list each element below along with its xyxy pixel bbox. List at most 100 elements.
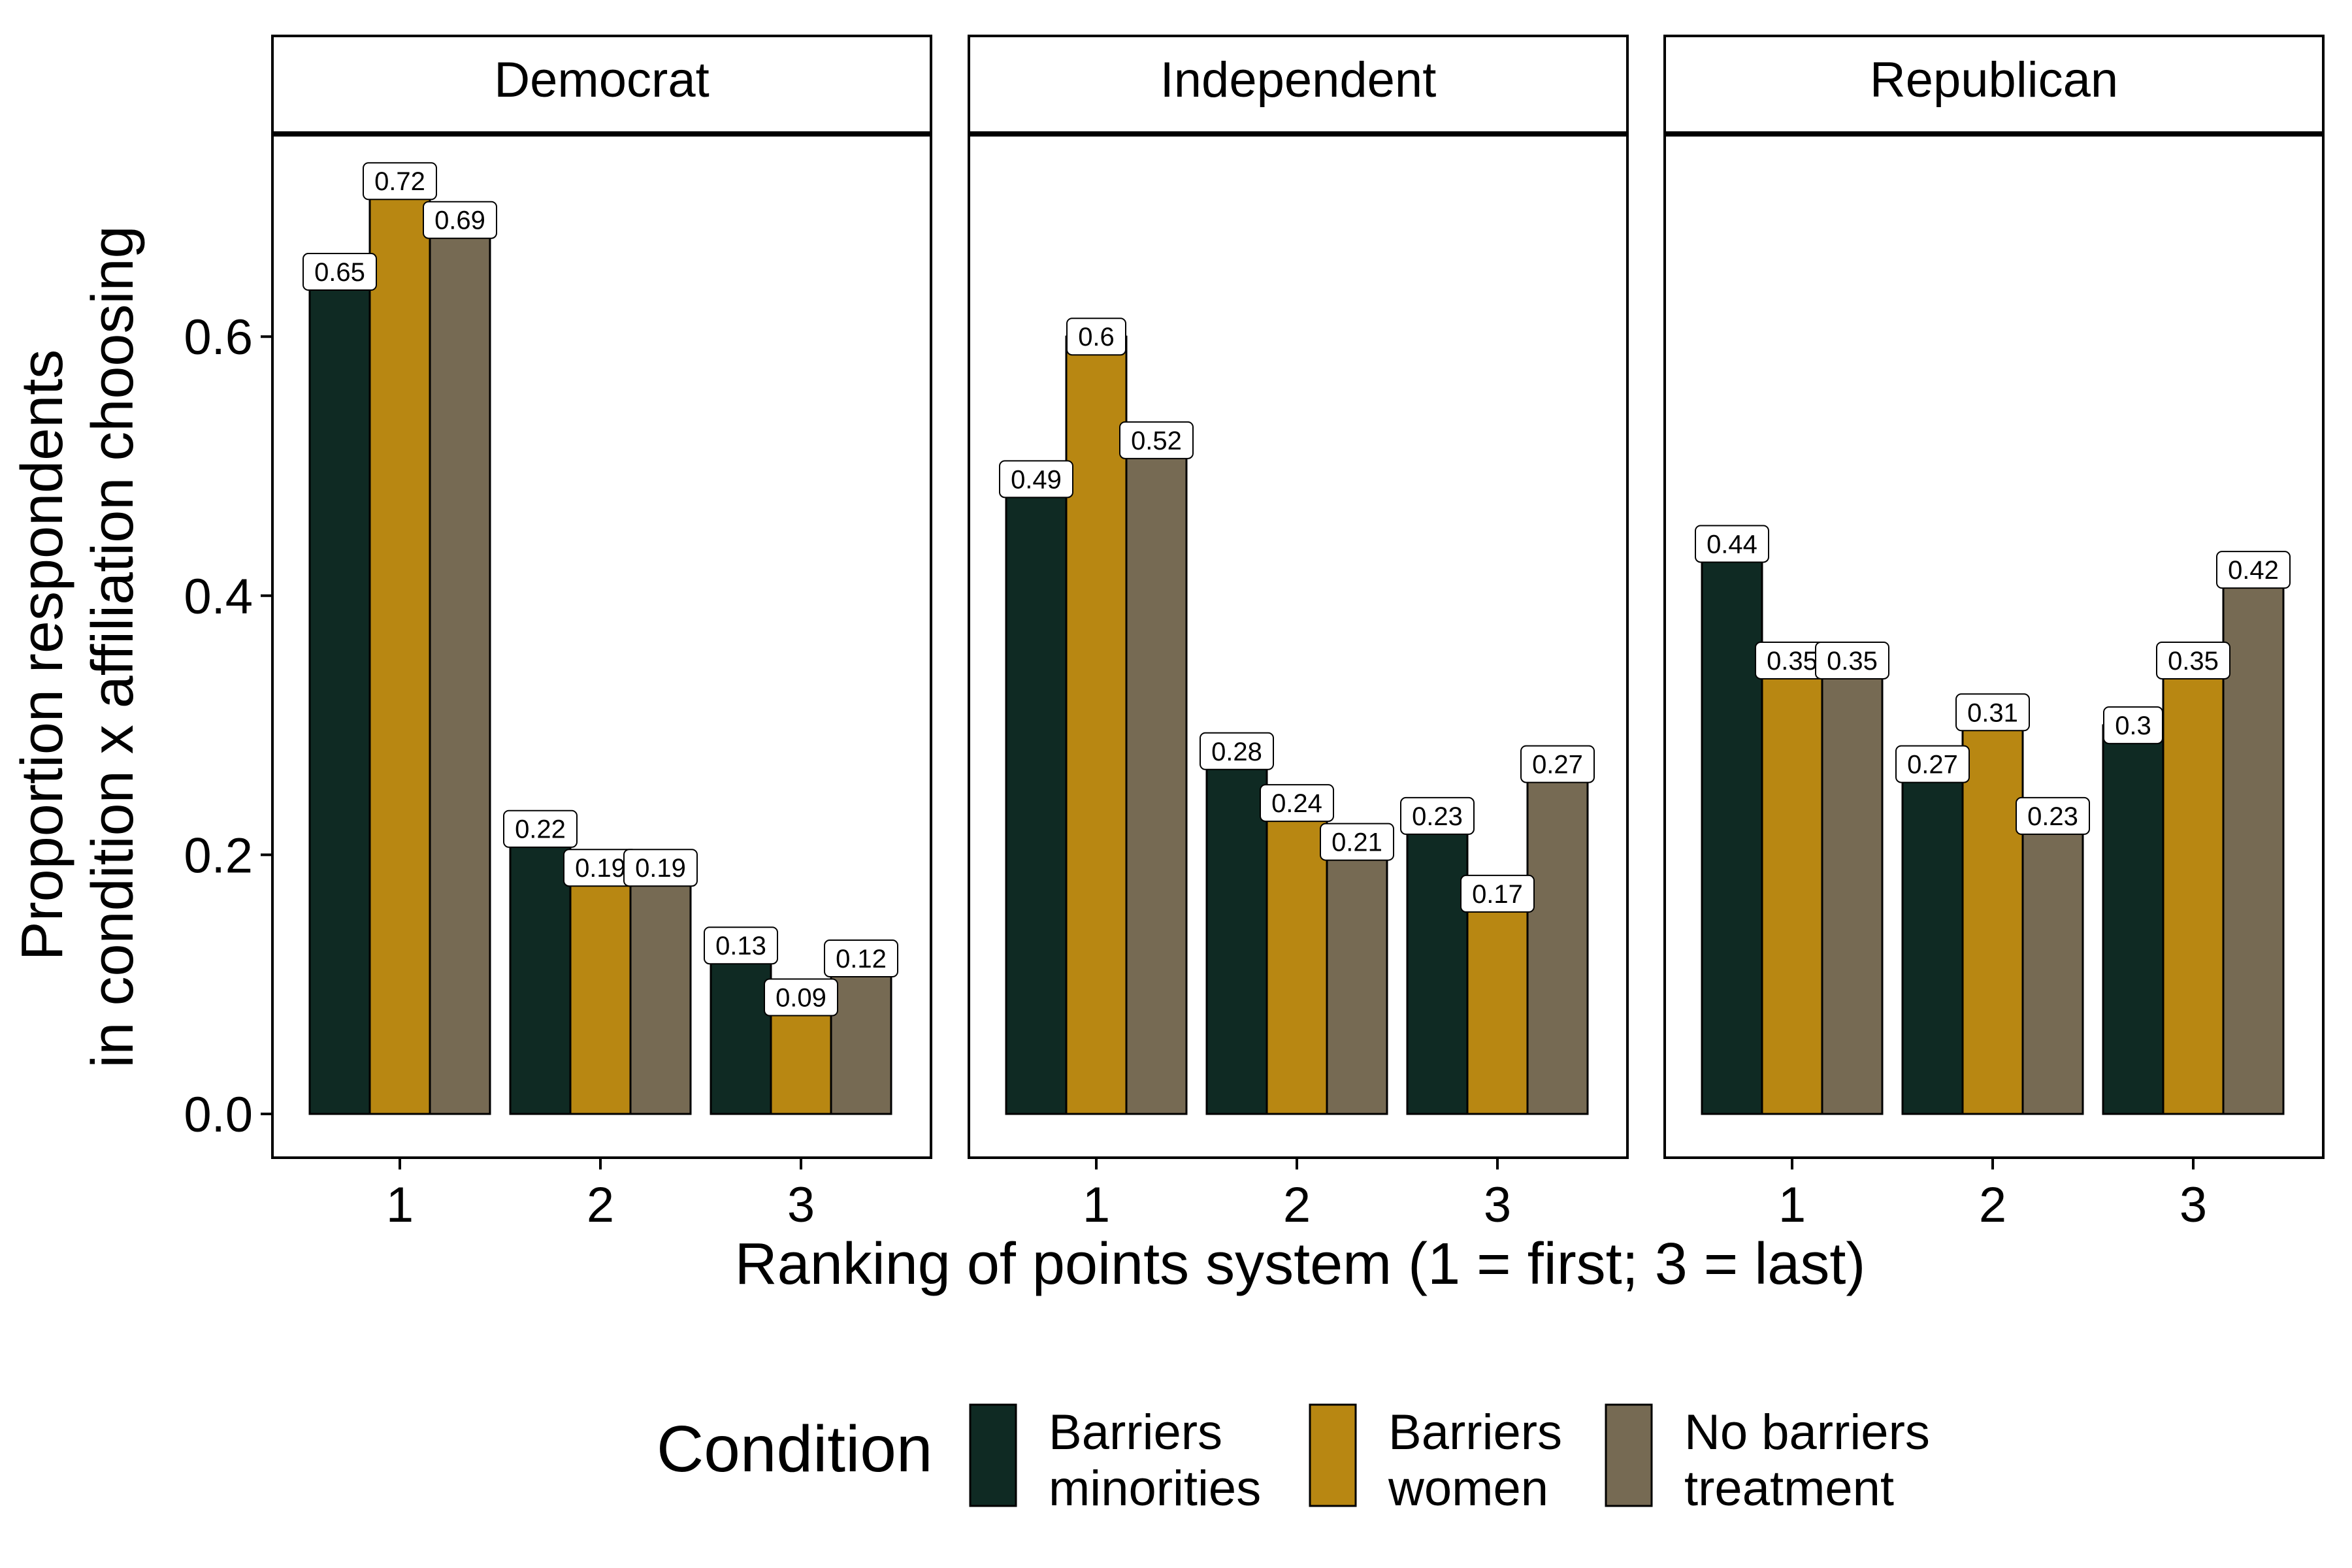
value-label: 0.35 [1767, 647, 1818, 676]
legend-key [1309, 1403, 1357, 1507]
value-label: 0.09 [776, 984, 826, 1013]
bar [1406, 815, 1469, 1115]
legend-label-line: Barriers [1388, 1405, 1562, 1460]
y-tick-label: 0.6 [184, 310, 253, 365]
y-tick-label: 0.4 [184, 569, 253, 625]
y-tick-label: 0.0 [184, 1087, 253, 1143]
value-label: 0.3 [2115, 711, 2151, 740]
x-tick-label: 2 [1283, 1177, 1311, 1233]
value-label-box [999, 460, 1073, 498]
value-label: 0.13 [715, 932, 766, 960]
value-label-box [1066, 318, 1126, 356]
value-label: 0.31 [1967, 698, 2018, 727]
value-label: 0.42 [2228, 556, 2279, 585]
x-tick-label: 3 [1484, 1177, 1511, 1233]
y-axis-title: Proportion respondents in condition x af… [10, 225, 146, 1068]
legend-label-line: minorities [1049, 1461, 1261, 1516]
bar [2021, 815, 2084, 1115]
bar [1326, 841, 1388, 1115]
bar [1125, 439, 1188, 1115]
bar [2102, 724, 2164, 1115]
facet-panels: Democrat 0.65 0.72 0.69 1 0.22 0.19 0.19 2 0.13 0.… [271, 35, 2325, 1233]
legend-key [1605, 1403, 1653, 1507]
x-tick-label: 3 [787, 1177, 815, 1233]
value-label: 0.22 [515, 815, 566, 844]
value-label: 0.52 [1131, 427, 1182, 455]
value-label: 0.69 [434, 206, 485, 235]
value-label-box [1119, 421, 1194, 459]
bar [629, 866, 692, 1115]
bar [429, 219, 491, 1115]
value-label-box [1260, 784, 1334, 823]
bar [1266, 802, 1328, 1115]
bar [1065, 335, 1128, 1115]
value-label-box [2103, 706, 2163, 745]
value-label-box [824, 939, 898, 978]
x-tick-label: 1 [1778, 1177, 1806, 1233]
value-label: 0.27 [1907, 751, 1958, 779]
y-axis-title-line-2: in condition x affiliation choosing [80, 225, 146, 1068]
bar [830, 957, 892, 1115]
x-tick-label: 1 [1083, 1177, 1110, 1233]
x-tick-label: 3 [2180, 1177, 2207, 1233]
x-tick-label: 2 [1979, 1177, 2006, 1233]
bar [1901, 763, 1964, 1115]
y-tick-label: 0.2 [184, 828, 253, 883]
value-label-box [1520, 745, 1595, 783]
value-label: 0.21 [1331, 828, 1382, 857]
facet-panel-democrat: Democrat 0.65 0.72 0.69 1 0.22 0.19 0.19 2 0.13 0.… [271, 35, 932, 1233]
facet-strip [968, 35, 1629, 135]
legend-key [969, 1403, 1017, 1507]
value-label: 0.19 [635, 854, 686, 883]
bar [1205, 750, 1268, 1115]
legend-label: Barriers women [1388, 1405, 1562, 1516]
legend-label-line: Barriers [1049, 1405, 1222, 1460]
value-label-box [423, 201, 497, 239]
value-label: 0.6 [1078, 323, 1115, 351]
value-label-box [764, 978, 838, 1017]
bar [368, 180, 431, 1115]
legend-label-line: No barriers [1684, 1405, 1930, 1460]
bar [2222, 568, 2285, 1115]
legend-label: No barriers treatment [1684, 1405, 1930, 1516]
x-tick-label: 1 [386, 1177, 414, 1233]
bar [1701, 542, 1763, 1115]
facet-strip-label: Democrat [494, 52, 709, 108]
bar [1761, 659, 1823, 1115]
bar [1961, 711, 2024, 1115]
facet-strip-label: Independent [1160, 52, 1437, 108]
legend-label-line: treatment [1684, 1461, 1894, 1516]
value-label-box [1200, 732, 1274, 770]
value-label: 0.35 [1827, 647, 1878, 676]
value-label-box [1955, 693, 2030, 732]
facet-strip [271, 35, 932, 135]
value-label: 0.12 [836, 945, 887, 973]
value-label: 0.17 [1472, 880, 1523, 909]
value-label-box [1400, 796, 1475, 835]
legend-label: Barriers minorities [1049, 1405, 1261, 1516]
facet-strip [1663, 35, 2325, 135]
bar [2162, 659, 2225, 1115]
facet-panel-republican: Republican 0.44 0.35 0.35 1 0.27 0.31 0.23 2 0.3 0… [1663, 35, 2325, 1233]
legend-title: Condition [657, 1413, 933, 1486]
value-label: 0.27 [1532, 751, 1583, 779]
value-label-box [1895, 745, 1970, 783]
value-label-box [1320, 823, 1394, 861]
value-label: 0.28 [1211, 738, 1262, 766]
value-label: 0.23 [1412, 802, 1463, 831]
facet-strip-label: Republican [1870, 52, 2118, 108]
bar [1005, 478, 1068, 1115]
y-axis: 0.0 0.2 0.4 0.6 [184, 310, 272, 1143]
value-label-box [503, 809, 578, 848]
value-label-box [302, 253, 377, 291]
value-label-box [1815, 641, 1889, 679]
value-label: 0.49 [1011, 465, 1062, 494]
value-label-box [704, 926, 778, 965]
value-label: 0.23 [2027, 802, 2078, 831]
bar [569, 866, 632, 1115]
bar [1526, 763, 1589, 1115]
bar [1466, 892, 1529, 1115]
facet-panel-independent: Independent 0.49 0.6 0.52 1 0.28 0.24 0.21 2 0.23… [968, 35, 1629, 1233]
